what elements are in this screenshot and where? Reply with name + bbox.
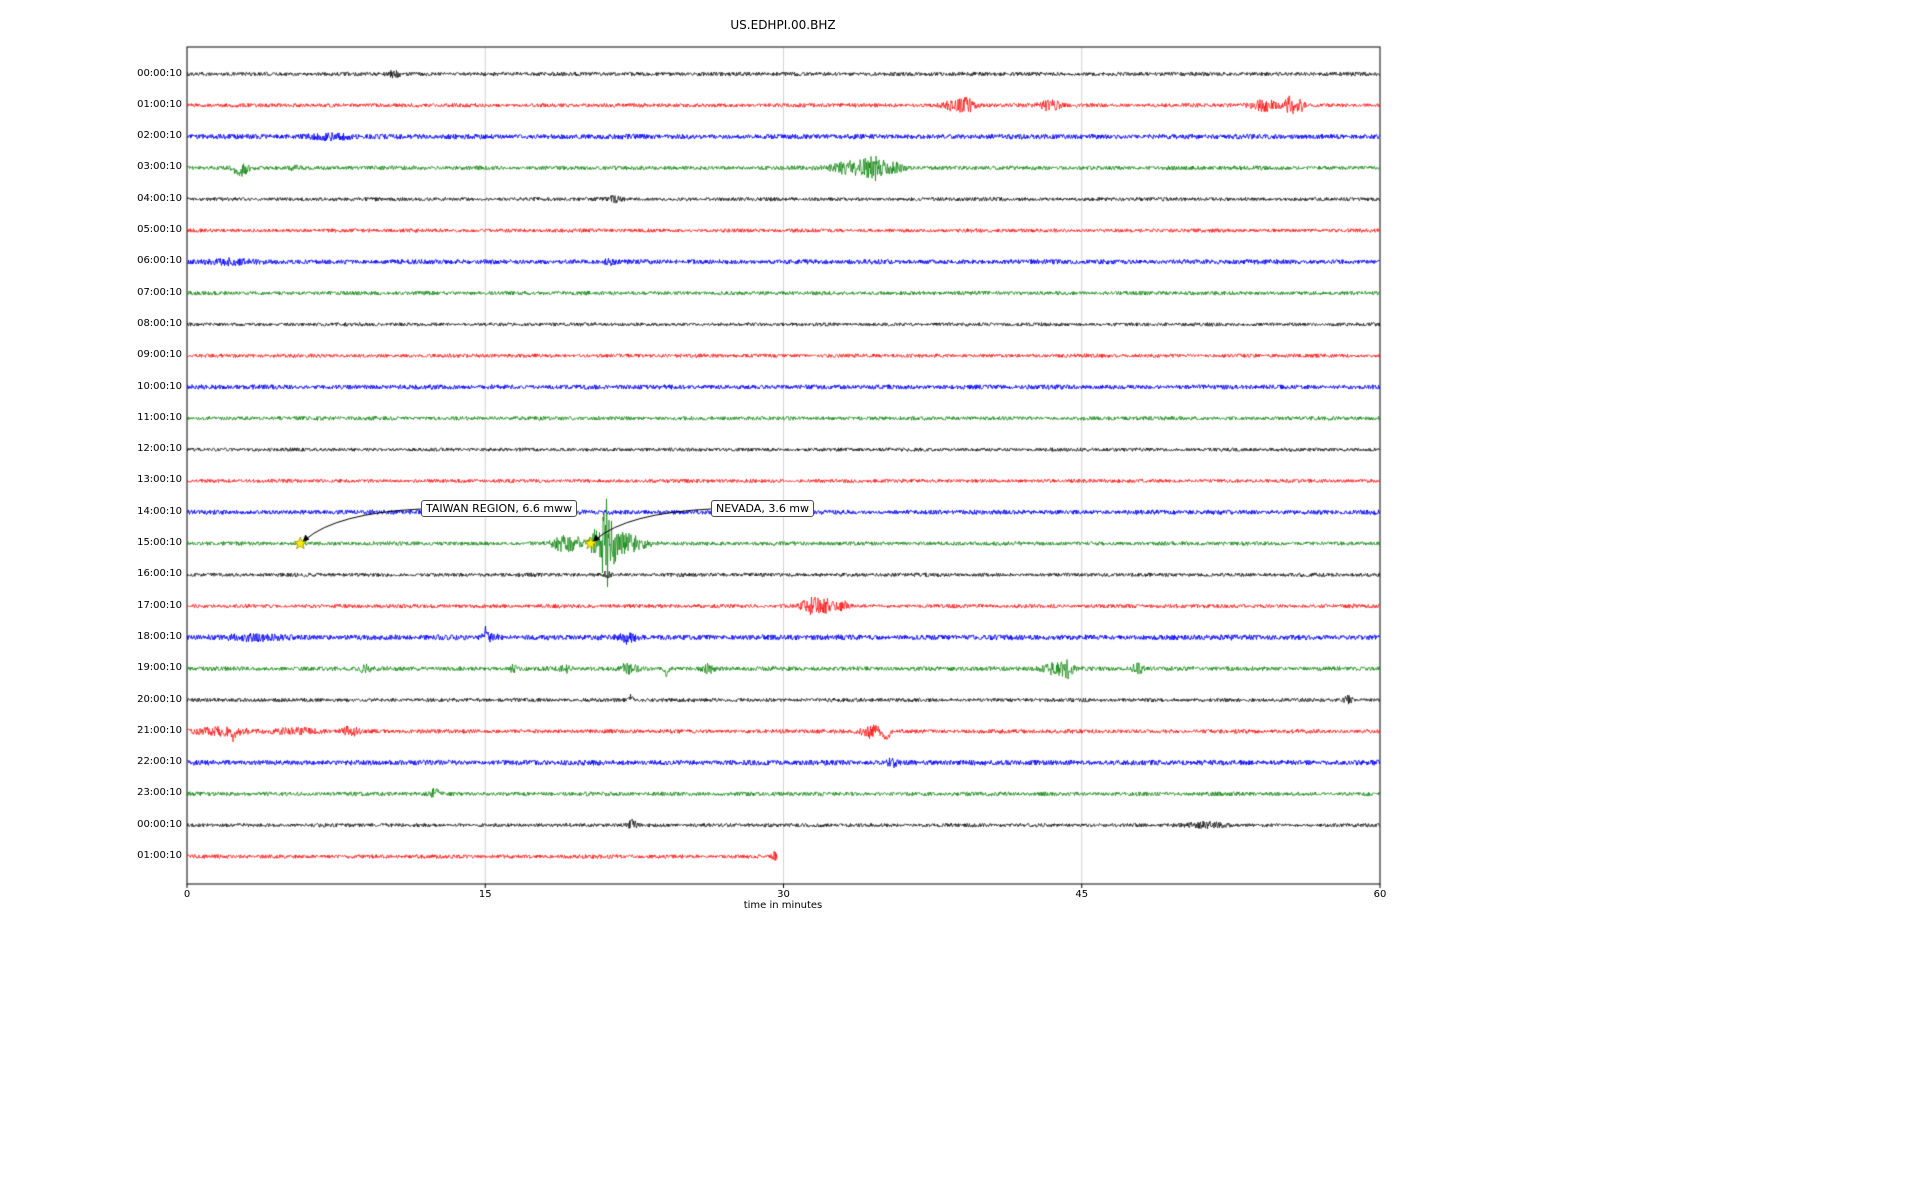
trace-time-label: 18:00:10 bbox=[137, 630, 182, 642]
trace-time-label: 01:00:10 bbox=[137, 98, 182, 110]
trace-time-label: 13:00:10 bbox=[137, 474, 182, 486]
trace-time-label: 12:00:10 bbox=[137, 443, 182, 455]
trace-time-label: 22:00:10 bbox=[137, 756, 182, 768]
trace-time-label: 03:00:10 bbox=[137, 161, 182, 173]
trace-time-label: 15:00:10 bbox=[137, 537, 182, 548]
trace-time-label: 01:00:10 bbox=[137, 850, 182, 861]
chart-title: US.EDHPI.00.BHZ bbox=[730, 18, 836, 32]
x-tick-label: 60 bbox=[1373, 889, 1387, 900]
trace-time-label: 14:00:10 bbox=[137, 505, 182, 517]
trace-time-label: 02:00:10 bbox=[137, 130, 182, 142]
event-annotation-1: NEVADA, 3.6 mw bbox=[711, 500, 815, 517]
trace-time-label: 21:00:10 bbox=[137, 724, 182, 736]
x-tick-label: 45 bbox=[1075, 889, 1089, 900]
trace-time-label: 19:00:10 bbox=[137, 662, 182, 674]
trace-time-label: 10:00:10 bbox=[137, 380, 182, 392]
trace-time-label: 00:00:10 bbox=[137, 67, 182, 79]
trace-time-label: 20:00:10 bbox=[137, 693, 182, 705]
trace-time-label: 08:00:10 bbox=[137, 317, 182, 329]
trace-time-label: 04:00:10 bbox=[137, 192, 182, 204]
x-tick-label: 15 bbox=[478, 889, 492, 900]
event-annotation-0: TAIWAN REGION, 6.6 mww bbox=[421, 500, 578, 517]
trace-time-label: 17:00:10 bbox=[137, 599, 182, 611]
trace-time-label: 23:00:10 bbox=[137, 787, 182, 799]
trace-time-label: 09:00:10 bbox=[137, 349, 182, 361]
trace-time-label: 07:00:10 bbox=[137, 286, 182, 298]
x-tick-label: 30 bbox=[777, 889, 790, 900]
trace-time-label: 16:00:10 bbox=[137, 568, 182, 580]
trace-time-label: 00:00:10 bbox=[137, 818, 182, 830]
x-tick-label: 0 bbox=[183, 889, 191, 900]
trace-time-label: 05:00:10 bbox=[137, 224, 182, 235]
x-axis-label: time in minutes bbox=[743, 900, 823, 911]
trace-time-label: 06:00:10 bbox=[137, 255, 182, 267]
trace-time-label: 11:00:10 bbox=[137, 411, 182, 423]
